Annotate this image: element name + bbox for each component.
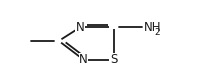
Text: N: N	[76, 21, 85, 34]
Text: NH: NH	[144, 21, 161, 34]
Text: N: N	[79, 53, 88, 66]
Text: 2: 2	[154, 28, 160, 37]
Text: S: S	[111, 53, 118, 66]
